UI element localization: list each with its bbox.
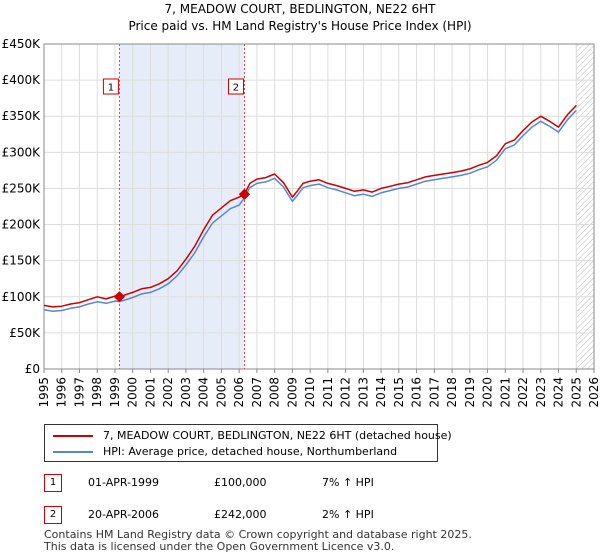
- y-tick-label: £250K: [2, 181, 42, 195]
- y-tick-label: £0: [25, 362, 40, 376]
- x-tick-label: 2003: [179, 377, 193, 408]
- x-tick-label: 2004: [197, 377, 211, 408]
- x-tick-label: 1999: [108, 377, 122, 408]
- y-tick-label: £300K: [2, 145, 42, 159]
- x-tick-label: 2015: [392, 377, 406, 408]
- x-tick-label: 1996: [55, 377, 69, 408]
- x-tick-label: 2017: [427, 377, 441, 408]
- x-tick-label: 2016: [410, 377, 424, 408]
- sale-label-number: 2: [233, 83, 239, 94]
- y-tick-label: £450K: [2, 37, 42, 51]
- transaction-date: 20-APR-2006: [88, 508, 160, 521]
- x-tick-label: 2023: [534, 377, 548, 408]
- x-tick-label: 2006: [232, 377, 246, 408]
- x-tick-label: 2025: [569, 377, 583, 408]
- legend-swatch-property: [53, 435, 93, 437]
- transaction-price: £100,000: [214, 476, 267, 489]
- x-tick-label: 2005: [214, 377, 228, 408]
- transaction-date: 01-APR-1999: [88, 476, 160, 489]
- x-tick-label: 2020: [481, 377, 495, 408]
- plot-frame: [43, 43, 595, 370]
- y-tick-label: £200K: [2, 218, 42, 232]
- chart-title: 7, MEADOW COURT, BEDLINGTON, NE22 6HT: [165, 2, 437, 16]
- x-tick-label: 2024: [552, 377, 566, 408]
- y-tick-label: £350K: [2, 109, 42, 123]
- x-tick-label: 2008: [268, 377, 282, 408]
- x-tick-label: 1997: [72, 377, 86, 408]
- footer-line-copyright: Contains HM Land Registry data © Crown c…: [44, 528, 472, 541]
- series-line-hpi: [43, 109, 577, 312]
- x-tick-label: 2007: [250, 377, 264, 408]
- transaction-badge: 1: [44, 474, 62, 492]
- shaded-ownership-span: [119, 44, 245, 369]
- x-tick-label: 2012: [339, 377, 353, 408]
- price-chart: 7, MEADOW COURT, BEDLINGTON, NE22 6HT Pr…: [2, 2, 600, 408]
- y-tick-label: £400K: [2, 73, 42, 87]
- sale-point: [238, 188, 251, 200]
- transaction-badge: 2: [44, 506, 62, 524]
- transaction-price: £242,000: [214, 508, 267, 521]
- sale-label-box: [227, 78, 244, 95]
- y-tick-label: £150K: [2, 254, 42, 268]
- x-tick-label: 2001: [143, 377, 157, 408]
- transaction-hpi-change: 2% ↑ HPI: [322, 508, 374, 521]
- x-tick-label: 2011: [321, 377, 335, 408]
- legend-swatch-hpi: [53, 451, 93, 453]
- x-tick-label: 2026: [587, 377, 600, 408]
- transaction-hpi-change: 7% ↑ HPI: [322, 476, 374, 489]
- legend-label-hpi: HPI: Average price, detached house, Nort…: [103, 445, 398, 458]
- y-tick-label: £50K: [9, 326, 41, 340]
- sale-label-number: 1: [108, 83, 114, 94]
- x-tick-label: 2022: [516, 377, 530, 408]
- legend-label-property: 7, MEADOW COURT, BEDLINGTON, NE22 6HT (d…: [103, 429, 452, 442]
- sale-label-box: [102, 78, 119, 95]
- chart-legend: 7, MEADOW COURT, BEDLINGTON, NE22 6HT (d…: [44, 424, 452, 462]
- x-tick-label: 2019: [463, 377, 477, 408]
- x-tick-label: 2010: [303, 377, 317, 408]
- chart-subtitle: Price paid vs. HM Land Registry's House …: [128, 19, 471, 33]
- forecast-hatch-region: [576, 44, 594, 369]
- x-tick-label: 2014: [374, 377, 388, 408]
- x-tick-label: 2000: [126, 377, 140, 408]
- x-tick-label: 1995: [37, 377, 51, 408]
- x-tick-label: 2018: [445, 377, 459, 408]
- y-tick-label: £100K: [2, 290, 42, 304]
- series-line-property: [43, 104, 577, 308]
- x-tick-label: 2002: [161, 377, 175, 408]
- x-tick-label: 2013: [356, 377, 370, 408]
- footer-attribution: Contains HM Land Registry data © Crown c…: [44, 529, 472, 553]
- x-tick-label: 1998: [90, 377, 104, 408]
- footer-line-licence: This data is licensed under the Open Gov…: [44, 540, 395, 553]
- x-tick-label: 2009: [285, 377, 299, 408]
- x-tick-label: 2021: [498, 377, 512, 408]
